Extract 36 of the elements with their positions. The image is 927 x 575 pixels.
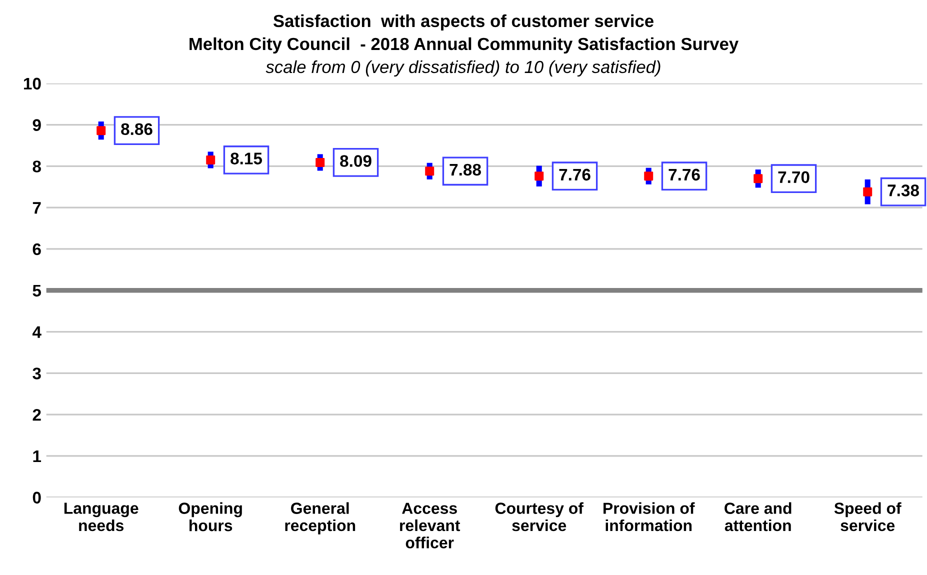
chart-subtitle: scale from 0 (very dissatisfied) to 10 (very satisfied) [266,60,660,77]
y-tick-label: 8 [32,160,41,172]
point [96,126,106,136]
text: 8.86 [121,123,152,136]
point [206,155,216,164]
x-tick-label: Provision of information [604,502,695,532]
text: 7.70 [778,171,810,184]
point [316,158,325,167]
y-tick-label: 0 [32,492,41,504]
x-tick-label: Access relevant officer [400,502,460,548]
x-tick-label: Speed of service [834,502,902,532]
x-tick-label: Language needs [64,502,138,532]
y-tick-label: 9 [32,119,41,131]
text: 7.88 [450,164,481,176]
x-tick-label: Opening hours [178,502,242,532]
text: 8.15 [230,152,262,164]
y-tick-label: 7 [32,202,41,214]
point [863,187,872,196]
y-tick-label: 6 [32,243,41,256]
text: 7.76 [668,168,700,181]
point [534,172,544,181]
x-tick-label: Care and attention [724,502,792,532]
y-tick-label: 1 [33,450,42,462]
text: 8.09 [340,155,372,167]
x-tick-label: Courtesy of service [495,502,584,532]
point [425,166,434,176]
point [754,174,763,184]
text: 7.76 [559,168,590,181]
y-tick-label: 4 [32,326,42,338]
y-tick-label: 3 [32,368,41,380]
y-tick-label: 5 [32,284,42,297]
point [644,172,654,181]
text: 7.38 [888,184,919,196]
y-tick-label: 10 [24,78,41,90]
y-tick-label: 2 [32,408,41,421]
x-tick-label: General reception [285,502,356,534]
